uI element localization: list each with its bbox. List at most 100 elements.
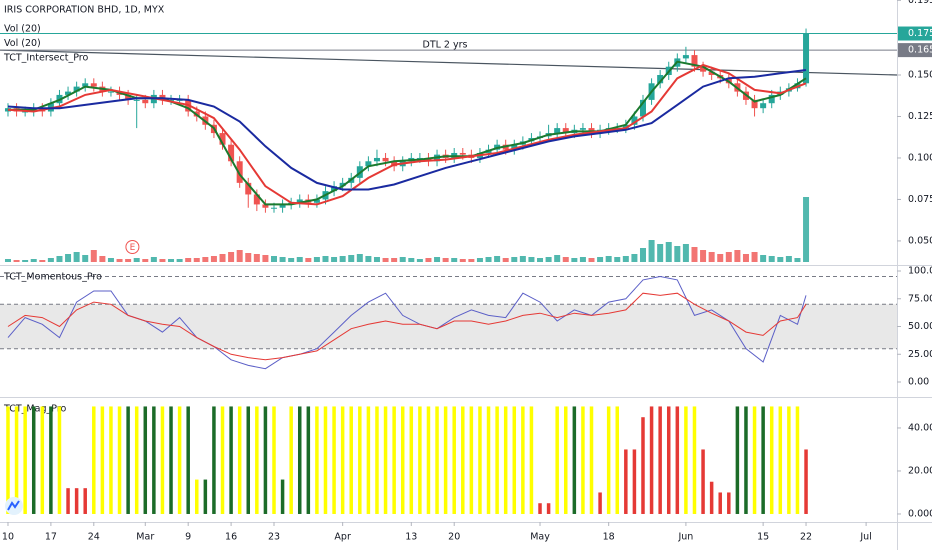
histogram-bar [177,406,182,514]
candle-body [4,108,11,112]
volume-bar [331,257,338,262]
volume-bar [116,259,123,262]
volume-bar [562,257,569,262]
histogram-bar [701,449,705,514]
oscillator-line [7,292,807,361]
x-tick-label: Apr [334,532,351,543]
candle-body [331,186,338,192]
histogram-bar [100,406,105,514]
candle-body [228,144,235,162]
histogram-bar [503,406,508,514]
histogram-bar [152,406,156,514]
logo-mark [7,500,20,511]
volume-bar [99,256,106,262]
candle-body [700,66,707,72]
histogram-bar [409,406,414,514]
histogram-bar [263,406,268,514]
volume-bar [365,256,372,262]
histogram-bar [564,406,568,514]
histogram-bar [461,406,465,514]
y-tick-label: 40.000 [908,422,932,433]
histogram-bar [31,406,36,514]
histogram-bar [435,406,439,514]
candle-body [365,161,372,167]
volume-bar [236,250,243,262]
histogram-bar [478,406,482,514]
volume-bar [107,258,114,262]
volume-bar [648,240,655,262]
histogram-bar [6,406,10,514]
volume-bar [451,258,458,262]
histogram-bar [383,406,388,514]
histogram-bar [521,406,525,514]
volume-bar [605,256,612,262]
candle-body [579,128,586,130]
histogram-bar [375,406,379,514]
candle-body [82,83,89,87]
histogram-bar [340,406,345,514]
volume-bar [760,255,767,262]
volume-bar [219,254,226,262]
volume-bar [674,246,681,262]
volume-bar [382,258,389,262]
histogram-bar [452,406,456,514]
x-tick-label: 22 [800,532,812,543]
candle-body [425,157,432,162]
histogram-bar [109,406,113,514]
histogram-bar [49,406,53,514]
histogram-bar [598,492,602,514]
volume-bar [305,258,312,262]
candle-body [708,71,715,75]
candle-body [760,103,767,109]
histogram-bar [804,449,808,514]
histogram-bar [787,406,791,514]
volume-bar [485,257,492,262]
histogram-bar [169,406,173,514]
histogram-bar [74,488,79,514]
volume-bar [253,254,260,262]
volume-bar [399,257,406,262]
volume-bar [700,250,707,262]
volume-bar [476,258,483,262]
histogram-bar [66,488,70,514]
volume-bar [614,257,621,262]
histogram-bar [581,406,585,514]
candle-body [219,133,226,145]
volume-bar [39,260,46,262]
volume-bar [785,256,792,262]
volume-bar [13,260,20,262]
histogram-bar [624,449,628,514]
moving-average-line [7,63,807,206]
histogram-bar [212,406,216,514]
candle-body [803,33,810,84]
volume-bar [296,257,303,262]
volume-bar [270,256,277,262]
candle-body [631,116,638,125]
candle-body [339,182,346,187]
histogram-bar [744,406,748,514]
histogram-bar [126,406,130,514]
histogram-bar [555,406,559,514]
volume-bar [639,248,646,262]
histogram-bar [14,406,19,514]
histogram-bar [57,406,62,514]
histogram-bar [237,406,242,514]
volume-bar [245,253,252,262]
volume-bar [193,258,200,262]
histogram-bar [272,406,276,514]
price-label-box [898,43,932,58]
candle-body [296,199,303,203]
histogram-bar [443,406,448,514]
volume-bar [348,255,355,262]
x-tick-label: 16 [225,532,237,543]
histogram-bar [546,503,551,514]
histogram-bar [400,406,405,514]
histogram-bar [349,406,353,514]
price-label-box [898,26,932,41]
histogram-bar [92,406,96,514]
histogram-bar [752,406,757,514]
candle-body [65,91,72,95]
volume-bar [82,255,89,262]
volume-bar [30,259,37,262]
price-label: 0.165 [908,45,932,56]
